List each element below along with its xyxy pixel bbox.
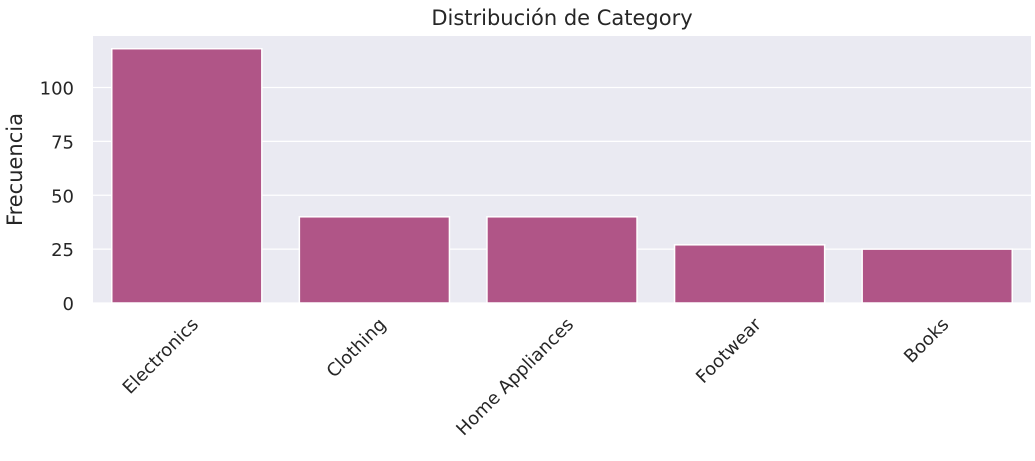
x-tick-label: Home Appliances [452, 314, 578, 440]
x-tick-label: Books [900, 314, 953, 367]
y-tick-label: 25 [51, 240, 74, 261]
bars [111, 47, 1013, 304]
x-tick-label: Clothing [323, 314, 391, 382]
y-axis-title: Frecuencia [3, 113, 27, 226]
y-axis-ticks: 0 25 50 75 100 [40, 79, 74, 315]
bar-home-appliances [486, 216, 638, 304]
y-tick-label: 100 [40, 79, 74, 100]
bar-footwear [673, 244, 826, 304]
chart-title: Distribución de Category [431, 6, 692, 30]
x-tick-label: Electronics [119, 314, 203, 398]
x-axis-ticks: Electronics Clothing Home Appliances Footwe… [119, 314, 954, 440]
y-tick-label: 50 [51, 186, 74, 207]
bar-clothing [298, 216, 451, 304]
x-tick-label: Footwear [692, 314, 766, 388]
y-tick-label: 75 [51, 132, 74, 153]
bar-books [861, 248, 1013, 304]
y-tick-label: 0 [63, 294, 74, 315]
bar-electronics [111, 47, 263, 304]
